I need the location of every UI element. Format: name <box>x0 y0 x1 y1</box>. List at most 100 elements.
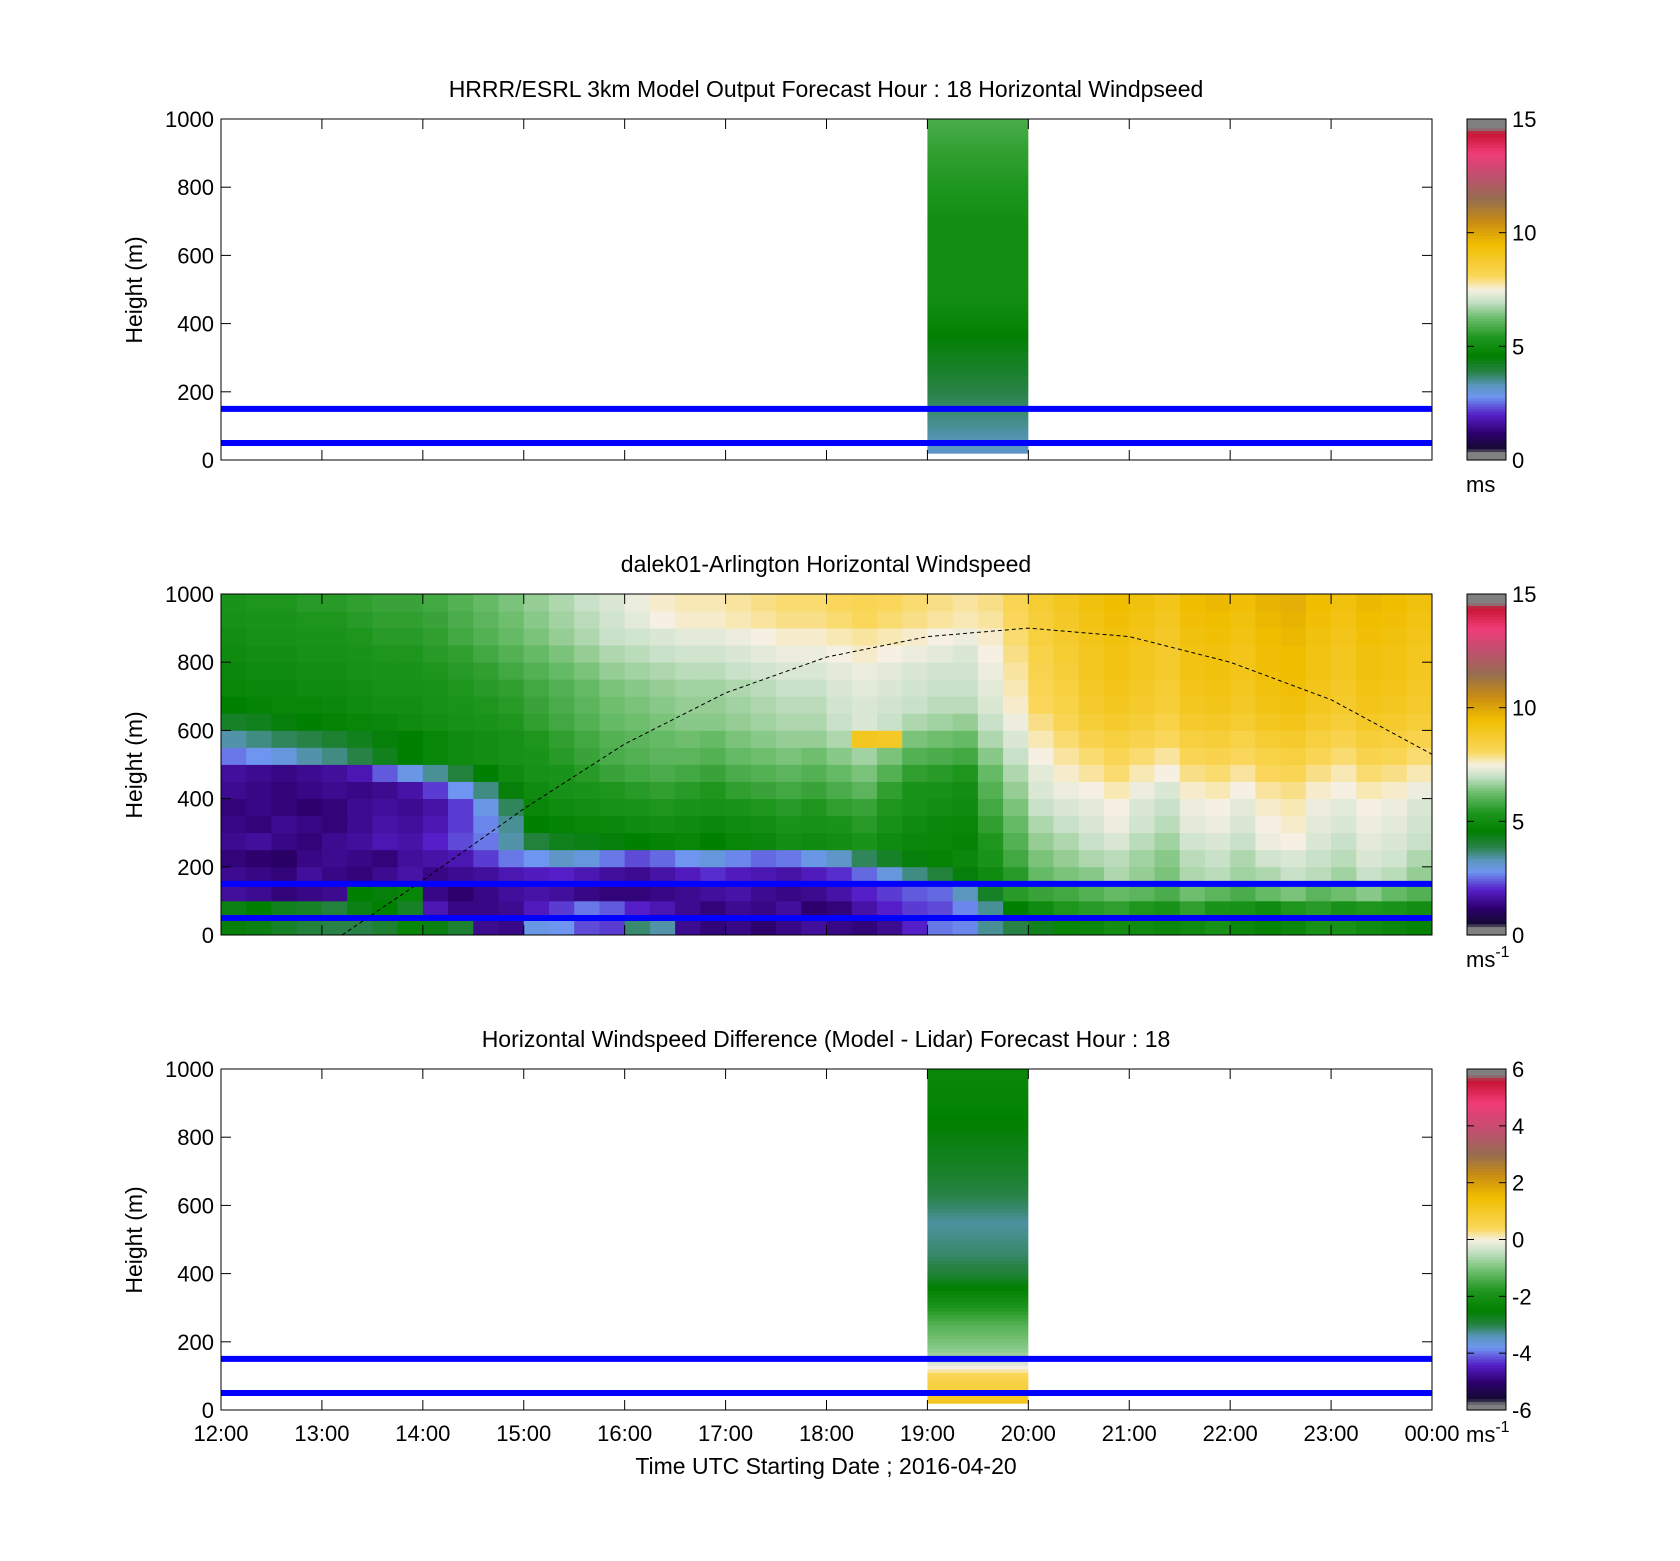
x-tick-label: 00:00 <box>1404 1421 1459 1446</box>
lidar-cell <box>422 815 449 834</box>
lidar-cell <box>321 883 348 902</box>
colorbar-cell <box>1467 303 1506 308</box>
colorbar-cell <box>1467 130 1506 134</box>
profile-cell <box>927 1263 1029 1268</box>
colorbar-cell <box>1467 249 1506 254</box>
colorbar-cell <box>1467 809 1506 814</box>
colorbar-cell <box>1467 1069 1506 1073</box>
lidar-cell <box>1104 798 1130 817</box>
lidar-cell <box>700 883 726 902</box>
colorbar-cell <box>1467 844 1506 848</box>
profile-cell <box>927 1280 1029 1285</box>
lidar-cell <box>725 832 752 851</box>
lidar-cell <box>574 866 600 885</box>
lidar-cell <box>801 815 827 834</box>
y-tick-label: 200 <box>177 1330 214 1355</box>
lidar-cell <box>776 611 802 629</box>
lidar-cell <box>876 747 903 765</box>
lidar-cell <box>1305 696 1332 714</box>
colorbar-cell <box>1467 1194 1506 1198</box>
profile-cell <box>927 323 1029 328</box>
lidar-cell <box>1280 594 1307 612</box>
lidar-cell <box>902 628 928 646</box>
lidar-cell <box>902 594 928 612</box>
lidar-cell <box>1406 730 1432 748</box>
lidar-cell <box>473 662 499 680</box>
lidar-cell <box>422 645 449 663</box>
lidar-cell <box>750 713 777 731</box>
colorbar-cell <box>1467 326 1506 330</box>
lidar-cell <box>1078 798 1105 817</box>
colorbar-cell <box>1467 266 1506 271</box>
lidar-cell <box>851 628 878 646</box>
lidar-cell <box>1381 883 1408 902</box>
lidar-cell <box>952 883 979 902</box>
colorbar-cell <box>1467 645 1506 649</box>
lidar-cell <box>473 866 499 885</box>
lidar-cell <box>1129 798 1155 817</box>
lidar-cell <box>246 832 272 851</box>
lidar-cell <box>826 781 853 799</box>
lidar-cell <box>952 917 979 935</box>
profile-cell <box>927 1103 1029 1108</box>
colorbar-cell <box>1467 1199 1506 1204</box>
lidar-cell <box>750 883 777 902</box>
colorbar-cell <box>1467 155 1506 160</box>
lidar-cell <box>372 611 399 629</box>
lidar-cell <box>675 730 701 748</box>
profile-cell <box>927 1208 1029 1213</box>
profile-cell <box>927 187 1029 192</box>
colorbar-cell <box>1467 659 1506 663</box>
colorbar-cell <box>1467 1211 1506 1215</box>
lidar-cell <box>1255 628 1282 646</box>
lidar-cell <box>1331 696 1357 714</box>
colorbar-cell <box>1467 164 1506 168</box>
profile-cell <box>927 1188 1029 1193</box>
lidar-cell <box>347 594 373 612</box>
lidar-cell <box>1255 594 1282 612</box>
profile-cell <box>927 204 1029 209</box>
profile-cell <box>927 1178 1029 1183</box>
colorbar-cell <box>1467 292 1506 296</box>
lidar-cell <box>1356 611 1382 629</box>
lidar-cell <box>372 662 399 680</box>
profile-cell <box>927 378 1029 383</box>
colorbar-cell <box>1467 1296 1506 1300</box>
lidar-cell <box>876 798 903 817</box>
lidar-cell <box>1129 781 1155 799</box>
lidar-cell <box>851 611 878 629</box>
profile-cell <box>927 292 1029 297</box>
profile-cell <box>927 1113 1029 1118</box>
lidar-cell <box>977 764 1004 782</box>
profile-cell <box>927 306 1029 311</box>
lidar-cell <box>725 730 752 748</box>
colorbar-cell <box>1467 334 1506 339</box>
colorbar-cell <box>1467 625 1506 629</box>
profile-cell <box>927 299 1029 304</box>
lidar-cell <box>1003 713 1029 731</box>
lidar-cell <box>801 832 827 851</box>
lidar-cell <box>700 730 726 748</box>
profile-cell <box>927 391 1029 396</box>
lidar-cell <box>397 713 424 731</box>
lidar-cell <box>448 781 474 799</box>
lidar-cell <box>977 696 1004 714</box>
colorbar-cell <box>1467 1219 1506 1224</box>
lidar-cell <box>1078 594 1105 612</box>
lidar-cell <box>801 679 827 697</box>
profile-cell <box>927 381 1029 386</box>
y-tick-label: 200 <box>177 855 214 880</box>
colorbar-tick-label: 10 <box>1512 221 1536 246</box>
lidar-cell <box>776 900 802 919</box>
lidar-cell <box>851 798 878 817</box>
lidar-cell <box>1331 781 1357 799</box>
colorbar-tick-label: -6 <box>1512 1398 1532 1423</box>
lidar-cell <box>246 611 272 629</box>
lidar-cell <box>1331 594 1357 612</box>
colorbar-cell <box>1467 1350 1506 1354</box>
lidar-cell <box>1230 781 1256 799</box>
lidar-cell <box>1003 696 1029 714</box>
lidar-cell <box>624 679 651 697</box>
lidar-cell <box>523 594 550 612</box>
